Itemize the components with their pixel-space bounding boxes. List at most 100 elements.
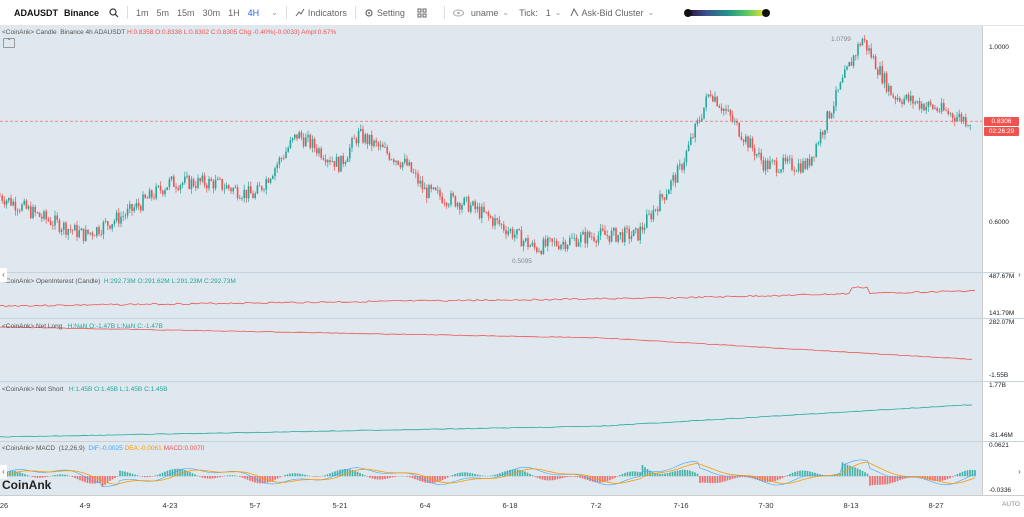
uname-dropdown[interactable]: uname ⌄ — [453, 8, 509, 18]
candle-body — [349, 148, 351, 159]
indicators-button[interactable]: Indicators — [295, 8, 347, 18]
macd-bar — [547, 476, 549, 480]
candle-body — [886, 73, 888, 91]
candle-body — [226, 185, 228, 188]
candle-body — [917, 101, 919, 102]
candle-body — [411, 162, 413, 172]
slider-handle-max[interactable] — [762, 9, 770, 17]
candle-body — [133, 208, 135, 211]
symbol-selector[interactable]: ADAUSDT — [14, 8, 58, 18]
macd-bar — [899, 476, 901, 480]
auto-scale-button[interactable]: AUTO — [1002, 501, 1020, 508]
candle-body — [213, 181, 215, 188]
candle-body — [118, 213, 120, 224]
candle-body — [846, 66, 848, 69]
macd-bar — [782, 476, 784, 478]
candle-body — [873, 56, 875, 57]
divider — [444, 6, 445, 19]
interval-15m[interactable]: 15m — [177, 8, 195, 18]
heatmap-gradient-slider[interactable] — [686, 10, 768, 16]
search-icon[interactable] — [109, 8, 119, 18]
macd-bar — [564, 476, 566, 477]
time-axis[interactable]: 26 4-9 4-23 5-7 5-21 6-4 6-18 7-2 7-16 7… — [0, 495, 1024, 517]
candle-body — [340, 156, 342, 172]
pane-divider[interactable] — [0, 272, 1024, 273]
candle-body — [254, 193, 256, 198]
macd-bar — [107, 476, 109, 483]
macd-bar — [574, 476, 576, 477]
scroll-left-icon[interactable]: ‹ — [0, 268, 7, 282]
price-axis[interactable]: 1.0000 0.6000 0.8306 02:26:29 487.67M 14… — [982, 26, 1024, 495]
candle-body — [45, 211, 47, 219]
macd-bar — [302, 474, 304, 476]
candle-body — [4, 201, 6, 205]
scroll-right-icon[interactable]: › — [1015, 465, 1024, 479]
candle-body — [815, 144, 817, 157]
candle-body — [162, 191, 164, 194]
candle-body — [263, 190, 265, 191]
setting-button[interactable]: Setting — [364, 8, 405, 18]
collapse-legend-button[interactable]: ⌃ — [3, 38, 15, 48]
candle-body — [554, 241, 556, 242]
macd-bar — [864, 472, 866, 476]
macd-bar — [792, 473, 794, 476]
pane-divider[interactable] — [0, 441, 1024, 442]
candle-body — [529, 245, 531, 246]
candle-body — [327, 160, 329, 162]
net-short-line — [0, 405, 972, 437]
x-tick: 8-27 — [928, 501, 943, 510]
interval-5m[interactable]: 5m — [157, 8, 170, 18]
macd-bar — [579, 476, 581, 478]
scroll-left-icon[interactable]: ‹ — [0, 465, 7, 479]
macd-bar — [679, 470, 681, 476]
chevron-down-icon[interactable]: ⌄ — [271, 8, 278, 17]
slider-handle-min[interactable] — [684, 9, 692, 17]
chart-area[interactable] — [0, 26, 982, 495]
candle-body — [670, 181, 672, 190]
candle-body — [565, 242, 567, 249]
candle-body — [507, 231, 509, 234]
candle-body — [125, 216, 127, 217]
candle-body — [804, 161, 806, 169]
macd-bar — [442, 476, 444, 480]
candle-body — [809, 159, 811, 166]
macd-value: MACD:0.0070 — [164, 445, 205, 452]
macd-bar — [57, 475, 59, 477]
tick-dropdown[interactable]: Tick: 1 ⌄ — [519, 8, 561, 18]
candle-body — [547, 238, 549, 246]
candle-body — [523, 241, 525, 246]
candle-body — [650, 214, 652, 220]
candle-body — [430, 185, 432, 189]
layout-button[interactable] — [417, 8, 430, 18]
candle-body — [334, 161, 336, 167]
eye-icon — [453, 9, 464, 17]
interval-1m[interactable]: 1m — [136, 8, 149, 18]
exchange-label[interactable]: Binance — [64, 8, 99, 18]
candle-body — [136, 203, 138, 208]
macd-bar — [707, 476, 709, 483]
macd-bar — [969, 470, 971, 476]
net-short-legend-prefix: <CoinAnk> Net Short — [2, 386, 63, 393]
candle-body — [661, 194, 663, 197]
candle-body — [122, 216, 124, 217]
macd-bar — [627, 472, 629, 476]
pane-divider[interactable] — [0, 318, 1024, 319]
macd-bar — [694, 472, 696, 476]
chart-canvas[interactable] — [0, 26, 982, 495]
interval-1h[interactable]: 1H — [228, 8, 240, 18]
candle-body — [483, 207, 485, 212]
net-short-open: O:1.45B — [94, 386, 118, 393]
candle-body — [767, 161, 769, 169]
macd-bar — [542, 476, 544, 480]
net-long-close: C:-1.47B — [137, 323, 163, 330]
indicators-label: Indicators — [308, 8, 347, 18]
interval-4h[interactable]: 4H — [248, 8, 260, 18]
scroll-right-icon[interactable]: › — [1015, 268, 1024, 282]
candle-body — [686, 151, 688, 162]
macd-bar — [122, 471, 124, 476]
macd-bar — [27, 475, 29, 476]
cluster-dropdown[interactable]: Ask-Bid Cluster ⌄ — [570, 8, 655, 18]
macd-bar — [692, 471, 694, 476]
interval-30m[interactable]: 30m — [203, 8, 221, 18]
pane-divider[interactable] — [0, 381, 1024, 382]
